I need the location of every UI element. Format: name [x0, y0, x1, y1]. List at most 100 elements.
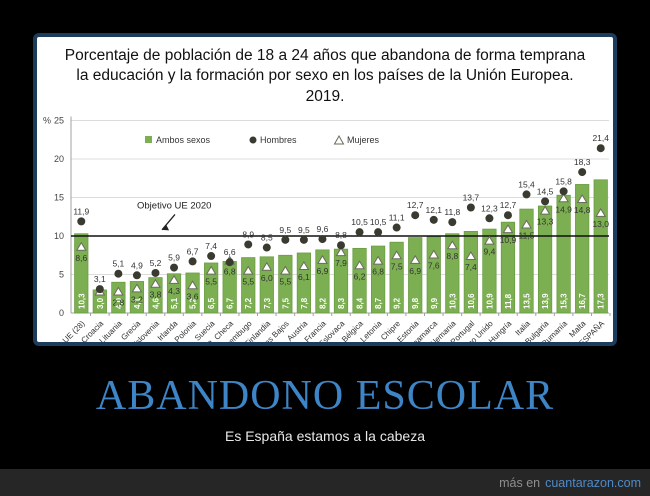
triangle-marker — [298, 261, 310, 271]
svg-text:6,6: 6,6 — [224, 248, 236, 258]
svg-text:15,3: 15,3 — [560, 293, 569, 309]
dot-marker — [114, 270, 123, 279]
svg-text:7,5: 7,5 — [391, 262, 403, 272]
triangle-marker — [354, 260, 365, 270]
svg-text:7,4: 7,4 — [205, 241, 217, 251]
svg-text:17,3: 17,3 — [597, 293, 606, 309]
svg-text:10,9: 10,9 — [485, 293, 494, 309]
svg-text:8,2: 8,2 — [318, 298, 327, 310]
bar — [389, 242, 404, 314]
svg-text:5,2: 5,2 — [150, 258, 162, 268]
svg-text:8,8: 8,8 — [446, 252, 458, 262]
svg-text:8,7: 8,7 — [374, 298, 383, 310]
triangle-marker — [595, 208, 607, 218]
triangle-marker — [112, 286, 124, 296]
bar — [352, 248, 367, 314]
bar — [519, 209, 534, 314]
dot-marker — [170, 263, 179, 272]
svg-text:5,9: 5,9 — [168, 253, 180, 263]
svg-text:7,9: 7,9 — [335, 259, 347, 269]
svg-text:6,9: 6,9 — [409, 266, 421, 276]
svg-text:7,8: 7,8 — [300, 298, 309, 310]
svg-text:7,5: 7,5 — [281, 298, 290, 310]
svg-text:8,8: 8,8 — [335, 231, 347, 241]
dot-marker — [299, 236, 308, 245]
dot-marker — [207, 252, 216, 261]
eu-dropout-chart: 0 5 10 15 20 25% 10,3 3,0 4,0 4,1 4,6 5,1 5,2 6,5 6,7 7… — [43, 116, 611, 345]
svg-text:15: 15 — [54, 193, 64, 203]
chart-panel: Porcentaje de población de 18 a 24 años … — [33, 33, 617, 346]
svg-text:3,0: 3,0 — [96, 298, 105, 310]
svg-text:13,5: 13,5 — [523, 293, 532, 309]
svg-text:13,3: 13,3 — [537, 217, 554, 227]
svg-text:21,4: 21,4 — [592, 134, 609, 144]
bar — [408, 237, 423, 314]
triangle-marker — [502, 224, 514, 234]
legend-triangle-mujeres — [333, 135, 345, 145]
triangle-marker — [131, 283, 143, 293]
svg-text:%: % — [43, 116, 51, 126]
watermark-prefix: más en — [499, 475, 541, 490]
dot-marker — [541, 197, 550, 206]
svg-text:11,8: 11,8 — [504, 294, 513, 310]
watermark-site-link[interactable]: cuantarazon.com — [545, 475, 641, 490]
hombres-dots: 11,9 3,1 5,1 4,9 5,2 5,9 6,7 7,4 6,6 8,9 8,5 9,5 9,5… — [73, 134, 609, 294]
svg-text:5,5: 5,5 — [205, 277, 217, 287]
chart-title: Porcentaje de población de 18 a 24 años … — [64, 47, 586, 105]
bar — [259, 256, 274, 314]
triangle-marker — [335, 247, 347, 257]
svg-text:15,4: 15,4 — [518, 180, 535, 190]
triangle-marker — [242, 266, 254, 276]
dot-marker — [559, 187, 568, 196]
svg-text:6,2: 6,2 — [354, 272, 366, 282]
svg-text:8,9: 8,9 — [242, 230, 254, 240]
bar — [593, 179, 608, 314]
dot-marker — [411, 211, 420, 220]
x-axis-labels: UE (28)CroaciaLituaniaGreciaEsloveniaIrl… — [61, 319, 607, 345]
bar — [185, 272, 200, 314]
dot-marker — [374, 228, 383, 237]
svg-text:0: 0 — [59, 308, 64, 318]
svg-text:14,8: 14,8 — [574, 205, 591, 215]
svg-text:8,6: 8,6 — [75, 253, 87, 263]
dot-marker — [429, 216, 438, 225]
dot-marker — [77, 217, 86, 226]
svg-text:18,3: 18,3 — [574, 157, 591, 167]
svg-text:6,7: 6,7 — [226, 298, 235, 310]
svg-text:2,8: 2,8 — [112, 298, 124, 308]
svg-text:9,2: 9,2 — [393, 298, 402, 310]
bar — [278, 255, 293, 314]
bar — [500, 222, 516, 314]
svg-text:10,9: 10,9 — [500, 235, 517, 245]
chart-legend: Ambos sexos Hombres Mujeres — [145, 135, 380, 145]
triangle-marker — [409, 255, 421, 265]
svg-text:10,6: 10,6 — [467, 293, 476, 309]
svg-text:5: 5 — [59, 270, 64, 280]
svg-text:Ambos sexos: Ambos sexos — [156, 135, 211, 145]
bar — [204, 262, 219, 314]
svg-text:Letonia: Letonia — [359, 319, 384, 344]
chart-area: 0 5 10 15 20 25% 10,3 3,0 4,0 4,1 4,6 5,1 5,2 6,5 6,7 7… — [37, 109, 613, 345]
svg-text:4,1: 4,1 — [133, 298, 142, 310]
dot-marker — [188, 257, 197, 266]
dot-marker — [503, 211, 512, 220]
dot-marker — [151, 269, 160, 278]
svg-text:12,7: 12,7 — [500, 201, 517, 211]
svg-text:13,7: 13,7 — [463, 193, 480, 203]
bar-value-labels: 10,3 3,0 4,0 4,1 4,6 5,1 5,2 6,5 6,7 7,2 7,3 7,5 7,8… — [77, 293, 605, 309]
svg-text:11,1: 11,1 — [389, 213, 405, 223]
svg-text:13,9: 13,9 — [541, 293, 550, 309]
svg-text:Polonia: Polonia — [173, 319, 199, 345]
triangle-marker — [576, 194, 588, 204]
svg-text:4,6: 4,6 — [151, 298, 160, 310]
svg-text:11,5: 11,5 — [519, 231, 535, 241]
svg-text:6,5: 6,5 — [207, 298, 216, 310]
svg-text:6,8: 6,8 — [224, 267, 236, 277]
triangle-marker — [558, 193, 570, 203]
svg-text:5,5: 5,5 — [279, 277, 291, 287]
bar — [111, 282, 126, 314]
svg-text:13,0: 13,0 — [592, 219, 609, 229]
svg-text:6,1: 6,1 — [298, 272, 310, 282]
dot-marker — [596, 144, 605, 153]
svg-text:9,4: 9,4 — [483, 247, 495, 257]
